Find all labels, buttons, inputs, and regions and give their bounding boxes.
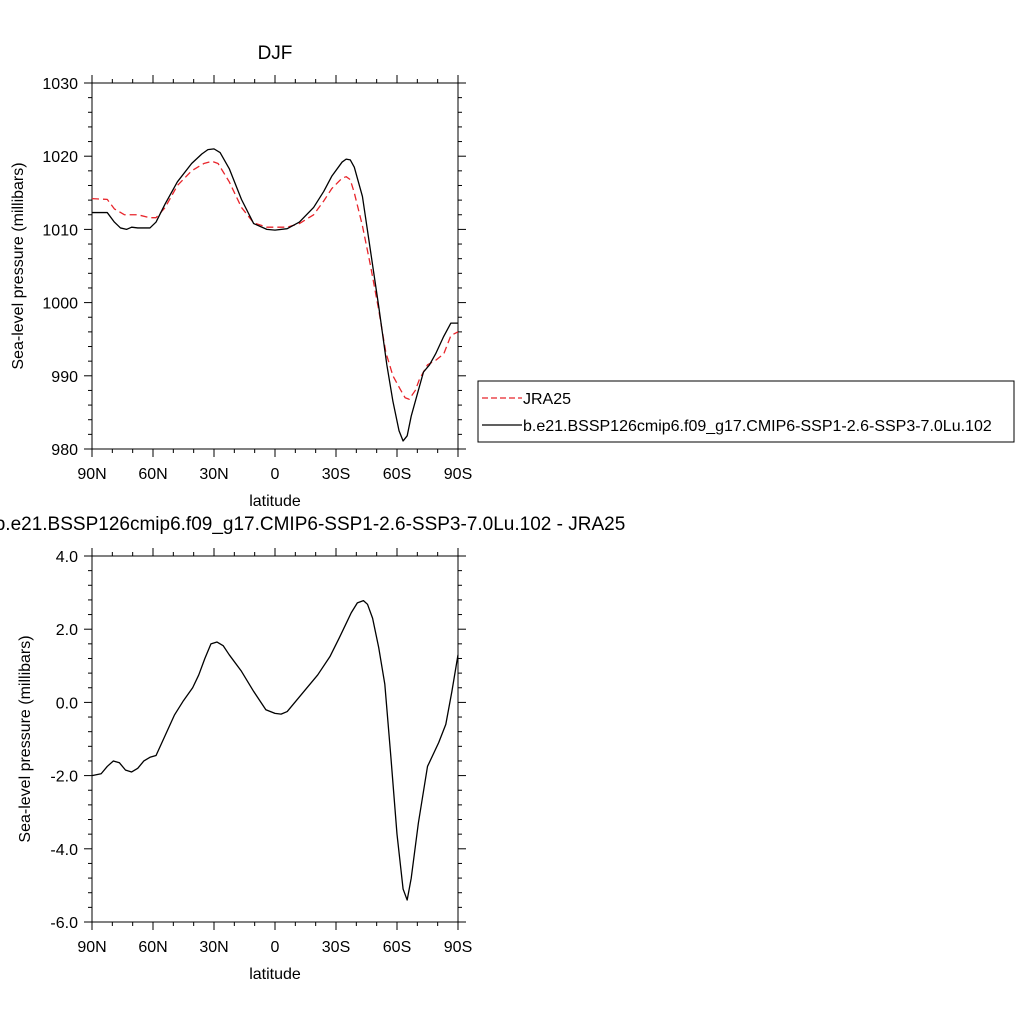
top-series-line-0: [91, 160, 459, 400]
bottom-y-axis-label: Sea-level pressure (millibars): [17, 635, 34, 842]
legend-label-model: b.e21.BSSP126cmip6.f09_g17.CMIP6-SSP1-2.…: [523, 418, 992, 435]
top-series-line-1: [92, 148, 458, 442]
legend-box: [477, 380, 1015, 443]
top-y-tick-label: 1010: [42, 222, 78, 239]
bottom-y-tick-label: 4.0: [56, 549, 78, 566]
bottom-x-tick-label: 30S: [322, 939, 350, 956]
top-y-tick-label: 1000: [42, 296, 78, 313]
top-x-tick-label: 30S: [322, 466, 350, 483]
legend: JRA25 b.e21.BSSP126cmip6.f09_g17.CMIP6-S…: [477, 380, 1015, 443]
bottom-y-tick-label: -6.0: [50, 915, 78, 932]
top-series-lines: [91, 148, 459, 442]
top-y-axis-label: Sea-level pressure (millibars): [10, 162, 27, 369]
top-x-tick-label: 90N: [77, 466, 106, 483]
bottom-y-tick-label: 0.0: [56, 695, 78, 712]
bottom-x-tick-label: 90N: [77, 939, 106, 956]
bottom-x-tick-label: 60S: [383, 939, 411, 956]
bottom-y-tick-label: -4.0: [50, 842, 78, 859]
top-x-tick-label: 0: [271, 466, 280, 483]
bottom-panel: b.e21.BSSP126cmip6.f09_g17.CMIP6-SSP1-2.…: [0, 514, 625, 983]
top-plot-frame: [91, 82, 459, 450]
bottom-series-line-0: [91, 600, 459, 901]
top-y-tick-label: 980: [51, 442, 78, 459]
top-panel: DJF 90N 60N 30N 0 30S 60S 90S 980 990 1000 1010 102…: [10, 43, 472, 510]
top-x-tick-label: 90S: [444, 466, 472, 483]
bottom-axis-ticks: 90N 60N 30N 0 30S 60S 90S -6.0 -4.0 -2.0 0.0 2.0 4.0: [50, 548, 472, 956]
bottom-series-lines: [91, 600, 459, 901]
bottom-x-tick-label: 90S: [444, 939, 472, 956]
top-y-tick-label: 990: [51, 369, 78, 386]
top-x-axis-label: latitude: [249, 493, 301, 510]
legend-label-jra25: JRA25: [523, 391, 571, 408]
bottom-chart-title: b.e21.BSSP126cmip6.f09_g17.CMIP6-SSP1-2.…: [0, 514, 625, 535]
top-x-tick-label: 60S: [383, 466, 411, 483]
bottom-y-tick-label: 2.0: [56, 622, 78, 639]
top-x-tick-label: 60N: [138, 466, 167, 483]
top-chart-title: DJF: [258, 43, 293, 64]
top-y-tick-label: 1030: [42, 76, 78, 93]
bottom-x-axis-label: latitude: [249, 966, 301, 983]
top-x-tick-label: 30N: [199, 466, 228, 483]
bottom-plot-frame: [91, 555, 459, 923]
bottom-x-tick-label: 60N: [138, 939, 167, 956]
top-axis-ticks: 90N 60N 30N 0 30S 60S 90S 980 990 1000 1010 1020 103…: [42, 75, 472, 483]
bottom-x-tick-label: 0: [271, 939, 280, 956]
bottom-y-tick-label: -2.0: [50, 769, 78, 786]
bottom-x-tick-label: 30N: [199, 939, 228, 956]
top-y-tick-label: 1020: [42, 149, 78, 166]
